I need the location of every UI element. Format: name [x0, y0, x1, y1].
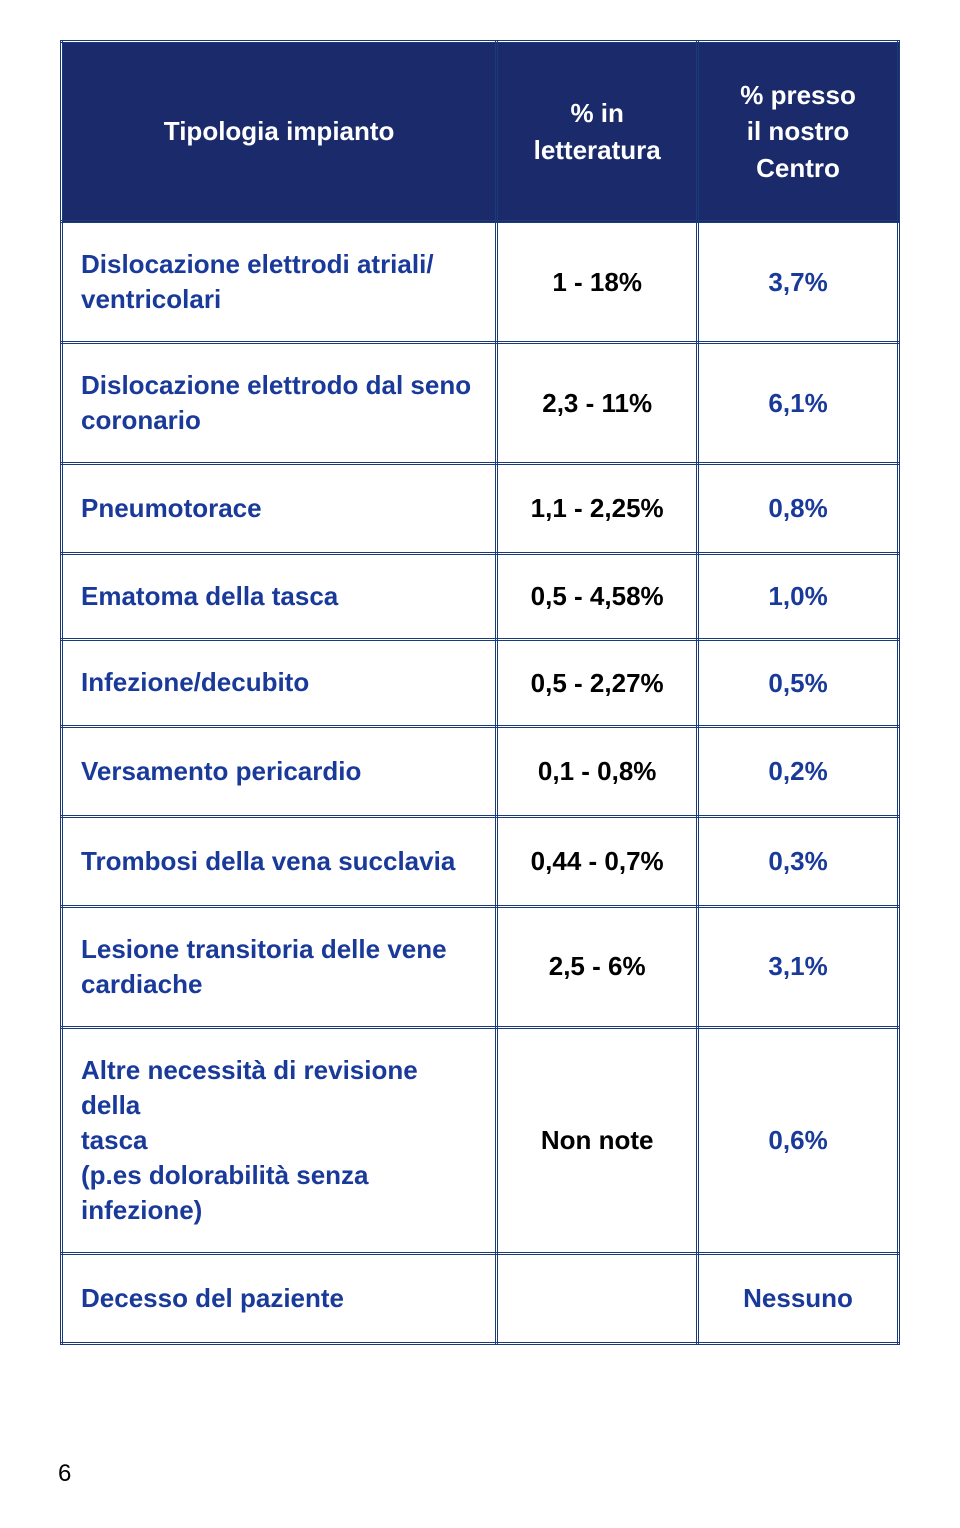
row-label: Pneumotorace	[62, 464, 497, 554]
header-centro-l1: % presso	[740, 80, 856, 110]
row-label: Dislocazione elettrodi atriali/ ventrico…	[62, 222, 497, 343]
row-label: Trombosi della vena succlavia	[62, 816, 497, 906]
row-v2: 0,2%	[698, 726, 899, 816]
table-row: Dislocazione elettrodi atriali/ ventrico…	[62, 222, 899, 343]
row-v2: Nessuno	[698, 1254, 899, 1344]
row-label: Decesso del paziente	[62, 1254, 497, 1344]
header-centro-l2: il nostro	[747, 116, 850, 146]
table-row: Versamento pericardio 0,1 - 0,8% 0,2%	[62, 726, 899, 816]
row-label: Ematoma della tasca	[62, 554, 497, 640]
row-v1: 0,5 - 4,58%	[497, 554, 698, 640]
row-label: Versamento pericardio	[62, 726, 497, 816]
row-v1: 0,44 - 0,7%	[497, 816, 698, 906]
row-v2: 1,0%	[698, 554, 899, 640]
table-row: Dislocazione elettrodo dal seno coronari…	[62, 343, 899, 464]
row-v1: 0,1 - 0,8%	[497, 726, 698, 816]
row-v2: 0,8%	[698, 464, 899, 554]
table-row: Infezione/decubito 0,5 - 2,27% 0,5%	[62, 640, 899, 726]
page-number: 6	[58, 1460, 71, 1488]
header-centro: % presso il nostro Centro	[698, 42, 899, 222]
row-v1: 0,5 - 2,27%	[497, 640, 698, 726]
row-v2: 0,5%	[698, 640, 899, 726]
row-v1: 2,5 - 6%	[497, 906, 698, 1027]
row-label: Lesione transitoria delle vene cardiache	[62, 906, 497, 1027]
row-v2: 0,6%	[698, 1027, 899, 1253]
row-v1: 2,3 - 11%	[497, 343, 698, 464]
row-label: Altre necessità di revisione della tasca…	[62, 1027, 497, 1253]
row-v2: 0,3%	[698, 816, 899, 906]
table-row: Altre necessità di revisione della tasca…	[62, 1027, 899, 1253]
row-label: Dislocazione elettrodo dal seno coronari…	[62, 343, 497, 464]
row-v2: 3,1%	[698, 906, 899, 1027]
row-v1: 1 - 18%	[497, 222, 698, 343]
row-v1	[497, 1254, 698, 1344]
row-v2: 6,1%	[698, 343, 899, 464]
header-centro-l3: Centro	[756, 153, 840, 183]
header-letteratura-l1: % in	[570, 98, 623, 128]
table-row: Lesione transitoria delle vene cardiache…	[62, 906, 899, 1027]
header-letteratura: % in letteratura	[497, 42, 698, 222]
table-row: Pneumotorace 1,1 - 2,25% 0,8%	[62, 464, 899, 554]
row-label: Infezione/decubito	[62, 640, 497, 726]
table-row: Ematoma della tasca 0,5 - 4,58% 1,0%	[62, 554, 899, 640]
row-v1: Non note	[497, 1027, 698, 1253]
row-v2: 3,7%	[698, 222, 899, 343]
table-row: Decesso del paziente Nessuno	[62, 1254, 899, 1344]
row-v1: 1,1 - 2,25%	[497, 464, 698, 554]
table-header-row: Tipologia impianto % in letteratura % pr…	[62, 42, 899, 222]
header-letteratura-l2: letteratura	[534, 135, 661, 165]
table-row: Trombosi della vena succlavia 0,44 - 0,7…	[62, 816, 899, 906]
data-table: Tipologia impianto % in letteratura % pr…	[60, 40, 900, 1345]
header-tipologia: Tipologia impianto	[62, 42, 497, 222]
